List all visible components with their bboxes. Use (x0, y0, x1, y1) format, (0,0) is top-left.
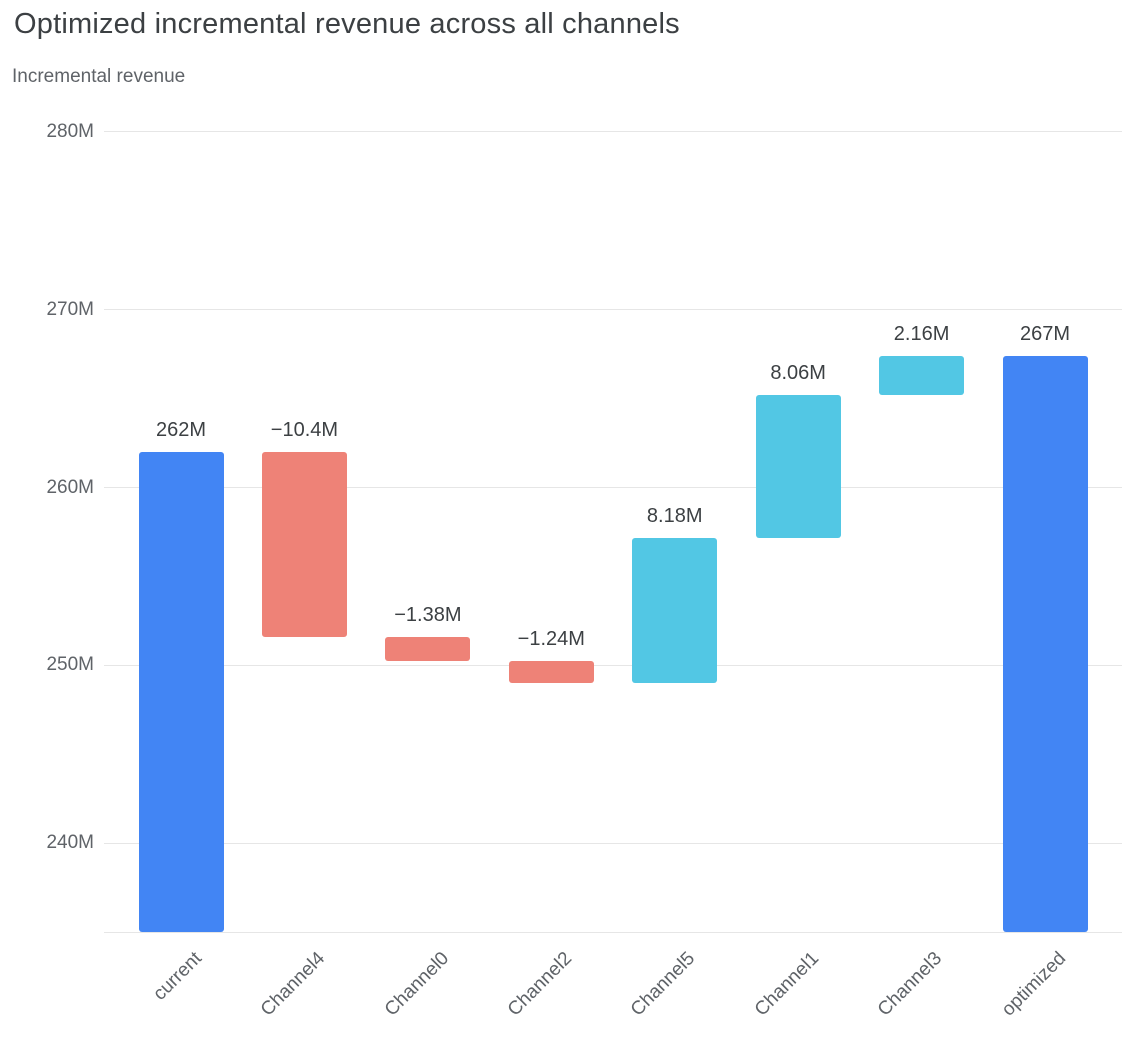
x-axis-label-Channel3: Channel3 (874, 948, 947, 1021)
y-axis-tick-label-250M: 250M (46, 654, 94, 676)
y-axis-tick-label-260M: 260M (46, 476, 94, 498)
gridline-250M (104, 664, 1122, 666)
y-axis-tick-label-240M: 240M (46, 832, 94, 854)
x-axis-label-current: current (149, 948, 206, 1005)
waterfall-bar-current (138, 451, 224, 932)
bar-value-label-optimized: 267M (1019, 323, 1071, 346)
bar-value-label-Channel1: 8.06M (770, 361, 826, 384)
x-axis-label-Channel1: Channel1 (750, 948, 823, 1021)
x-axis-label-Channel0: Channel0 (380, 948, 453, 1021)
y-axis-tick-label-280M: 280M (46, 120, 94, 142)
bar-value-label-Channel3: 2.16M (893, 323, 950, 346)
chart-title: Optimized incremental revenue across all… (14, 8, 680, 40)
waterfall-bar-Channel0 (385, 636, 471, 662)
waterfall-bar-Channel4 (261, 451, 347, 637)
waterfall-bar-Channel5 (632, 537, 718, 684)
x-axis-label-Channel4: Channel4 (256, 948, 330, 1021)
gridline-270M (104, 309, 1122, 311)
gridline-260M (104, 487, 1122, 488)
waterfall-bar-Channel3 (879, 356, 965, 395)
chart-subtitle: Incremental revenue (12, 66, 186, 87)
bar-value-label-Channel0: −1.38M (394, 603, 462, 626)
y-axis-tick-label-270M: 270M (46, 298, 94, 320)
gridline-240M (104, 842, 1122, 844)
waterfall-bar-Channel2 (508, 661, 594, 684)
waterfall-bar-optimized (1002, 356, 1088, 932)
x-axis-label-optimized: optimized (997, 948, 1070, 1021)
x-axis-label-Channel2: Channel2 (503, 948, 577, 1021)
x-axis-line (104, 932, 1122, 933)
bar-value-label-Channel4: −10.4M (270, 418, 339, 441)
gridline-280M (104, 131, 1122, 133)
bar-value-label-Channel5: 8.18M (646, 504, 703, 527)
bar-value-label-Channel2: −1.24M (517, 628, 585, 651)
waterfall-bar-Channel1 (755, 394, 841, 538)
bar-value-label-current: 262M (155, 418, 207, 441)
x-axis-label-Channel5: Channel5 (627, 948, 700, 1021)
